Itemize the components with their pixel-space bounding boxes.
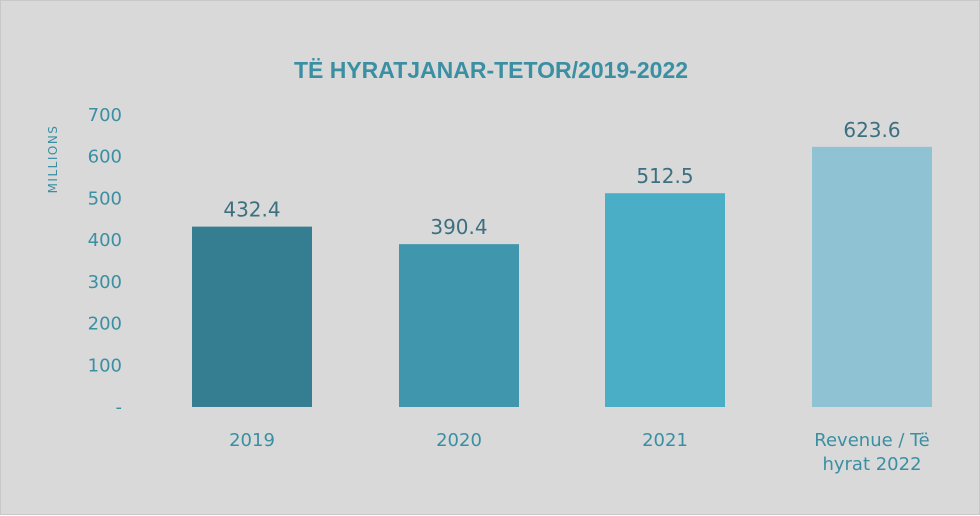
y-axis-ticks: - 100 200 300 400 500 600 700 (88, 105, 122, 418)
y-tick-label: 200 (88, 314, 122, 335)
bar-3 (605, 193, 725, 407)
x-tick-label: 2020 (436, 430, 482, 451)
x-tick-label: Revenue / Të hyrat 2022 (814, 430, 929, 475)
y-tick-label: 100 (88, 355, 122, 376)
bar-1 (192, 226, 312, 407)
bar-4 (812, 146, 932, 407)
x-tick-label: 2021 (642, 430, 688, 451)
y-tick-label: 500 (88, 188, 122, 209)
y-tick-label: 300 (88, 272, 122, 293)
bars-group (192, 146, 932, 407)
y-tick-label: 400 (88, 230, 122, 251)
y-tick-label: 700 (88, 105, 122, 126)
data-label: 512.5 (636, 164, 693, 188)
data-label: 432.4 (223, 198, 280, 222)
chart-title: TË HYRATJANAR-TETOR/2019-2022 (294, 57, 688, 83)
data-label: 390.4 (430, 215, 487, 239)
y-tick-label: - (116, 397, 123, 418)
y-tick-label: 600 (88, 147, 122, 168)
x-tick-label: 2019 (229, 430, 275, 451)
y-axis-label: MILLIONS (46, 125, 60, 194)
data-label: 623.6 (843, 118, 900, 142)
bar-2 (399, 244, 519, 407)
x-axis-labels: 2019 2020 2021 Revenue / Të hyrat 2022 (229, 430, 930, 475)
value-labels-group: 432.4 390.4 512.5 623.6 (223, 118, 900, 239)
